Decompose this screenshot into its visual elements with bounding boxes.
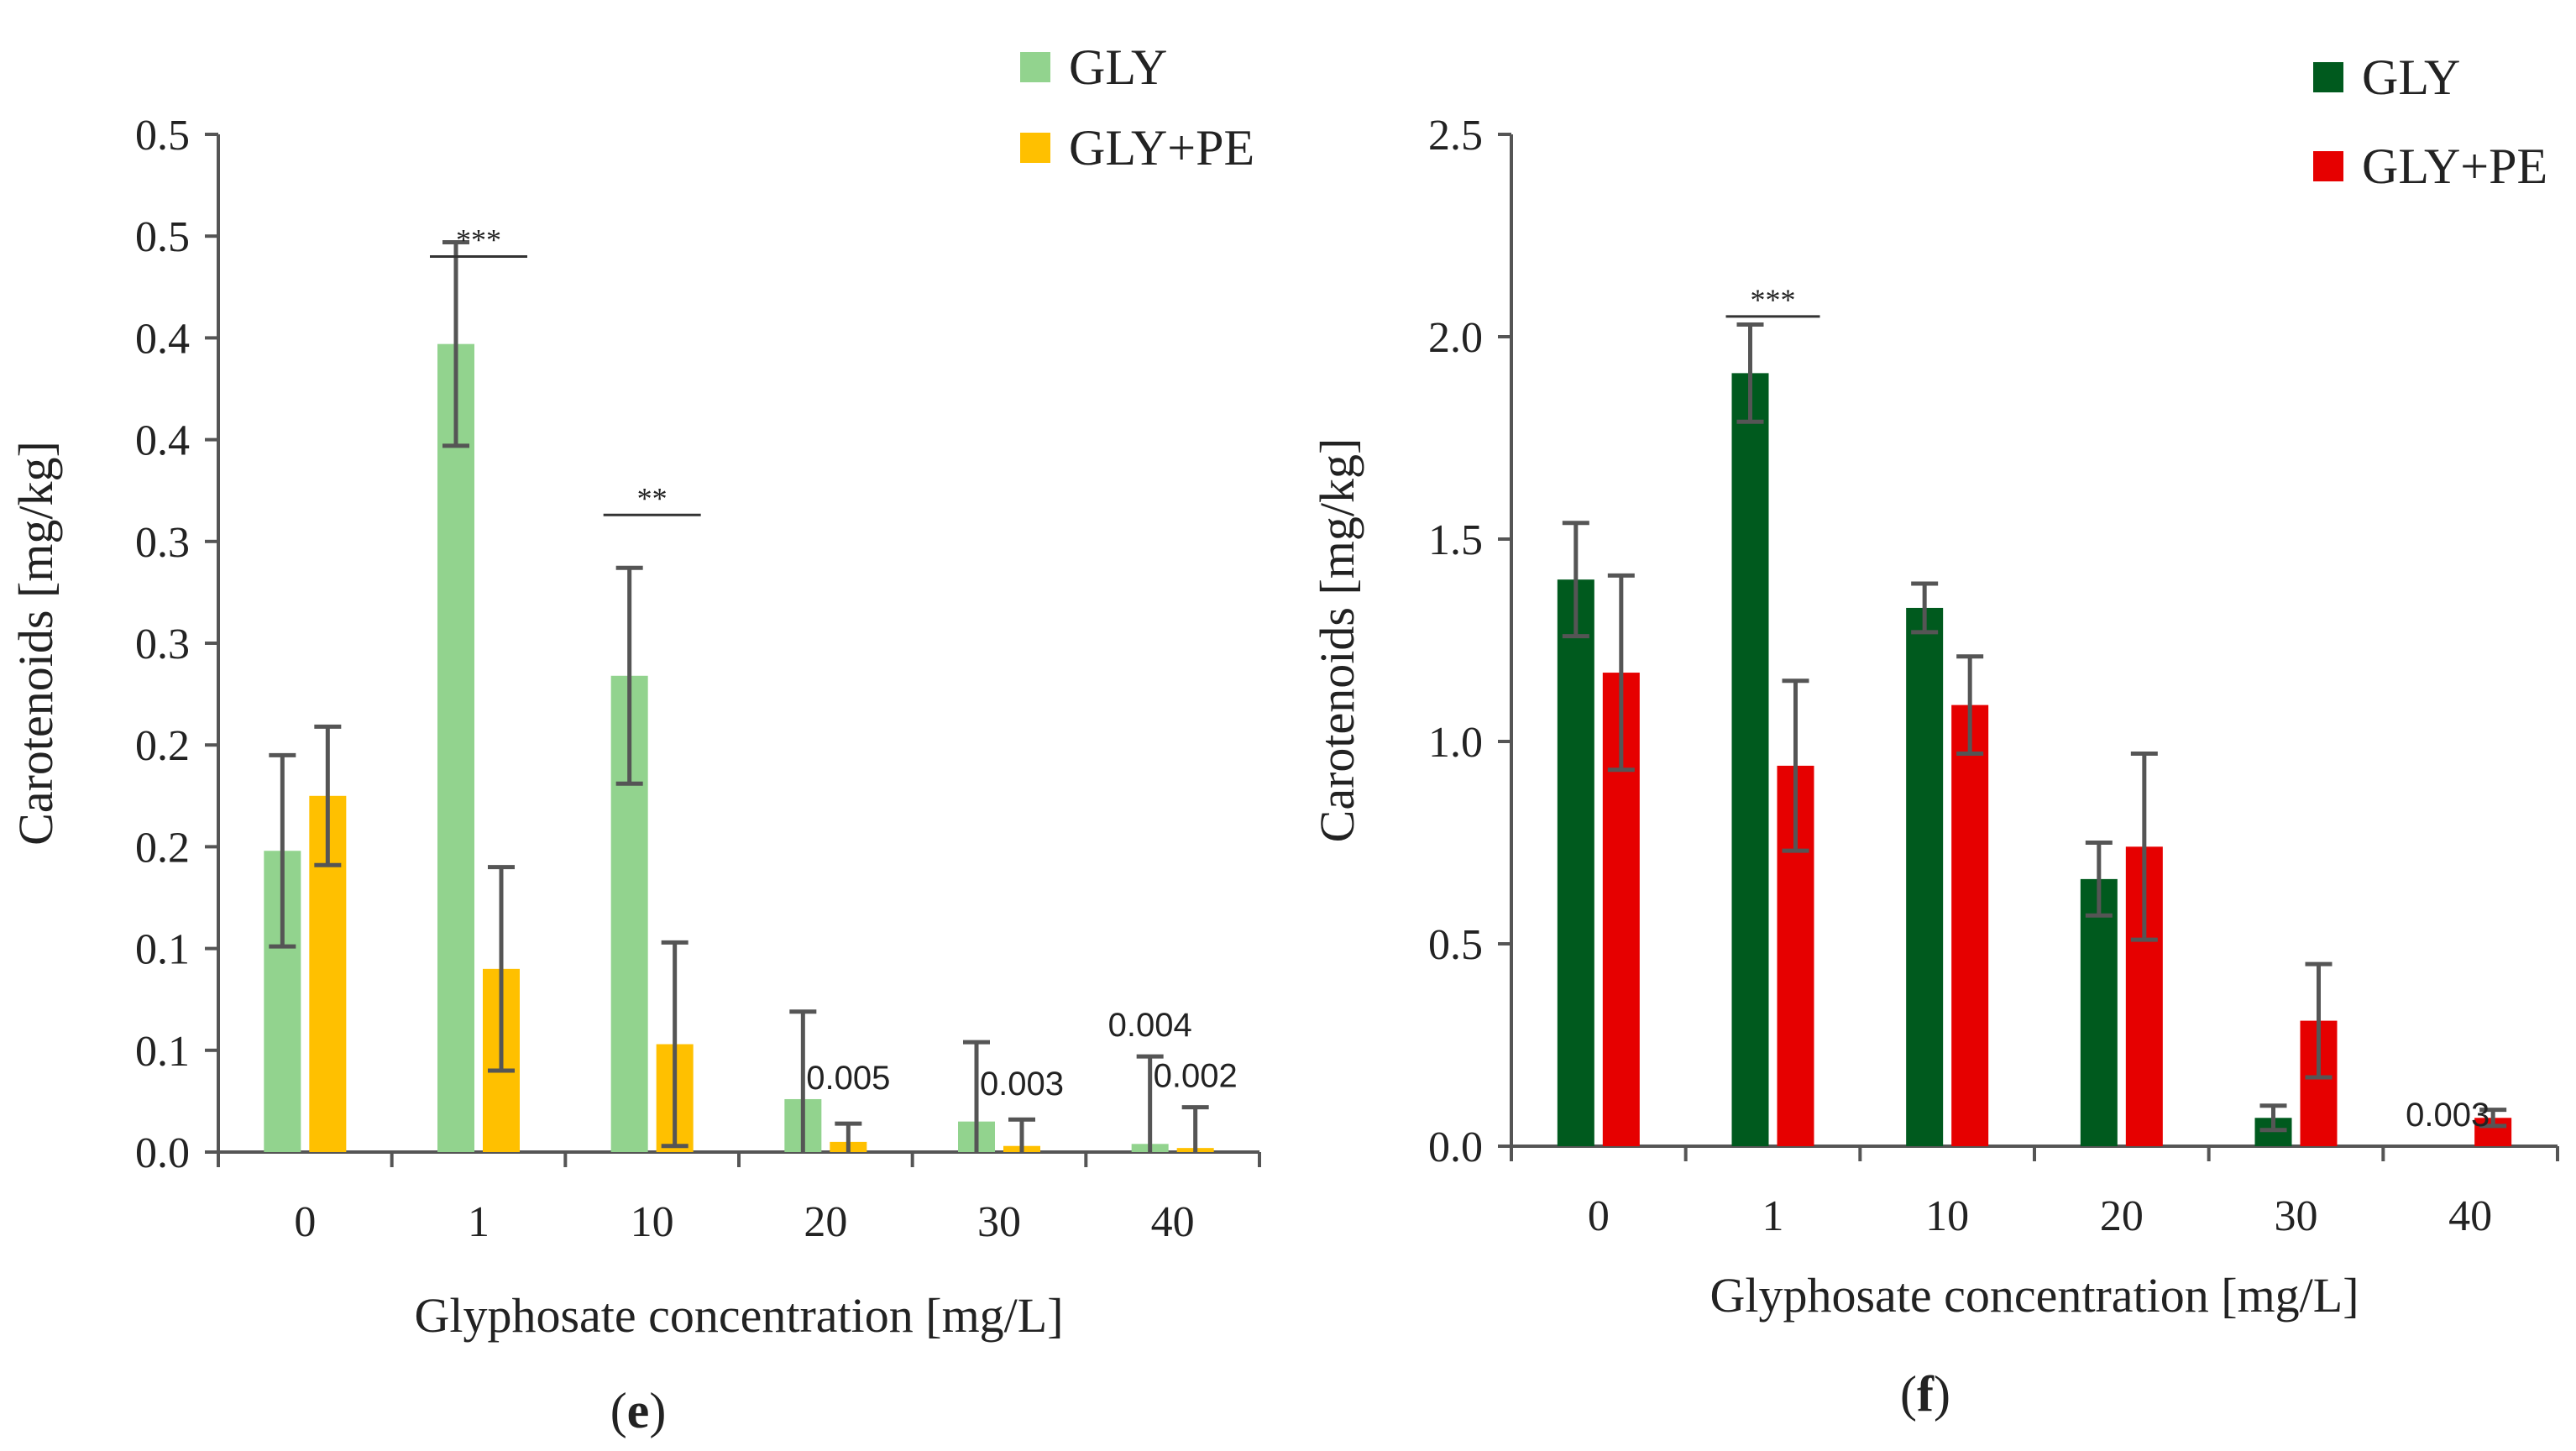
x-tick-label: 10 — [1925, 1192, 1969, 1240]
y-tick-label: 0.0 — [1428, 1124, 1483, 1171]
bar — [1951, 705, 1989, 1146]
value-label: 0.003 — [2406, 1097, 2490, 1134]
chart-panel-e: 0.0 0.1 0.1 0.2 0.2 0.3 0.3 0.4 0.4 0.5 0.5 0 1 10 20 3… — [8, 39, 1261, 1438]
value-label: 0.004 — [1108, 1007, 1192, 1044]
legend-swatch — [1020, 133, 1050, 163]
x-tick-label: 20 — [2100, 1192, 2144, 1240]
value-label: 0.005 — [806, 1060, 890, 1097]
x-tick-label: 20 — [804, 1198, 847, 1246]
y-tick-label: 0.1 — [135, 1028, 190, 1076]
chart-panel-f: 0.0 0.5 1.0 1.5 2.0 2.5 0 1 10 20 30 40 *** 0.003 Caro… — [1310, 50, 2559, 1422]
y-tick-label: 1.0 — [1428, 719, 1483, 767]
x-tick-label: 1 — [468, 1198, 490, 1246]
legend-label: GLY+PE — [1069, 120, 1254, 175]
y-tick-label: 0.4 — [135, 417, 190, 465]
y-tick-label: 0.0 — [135, 1129, 190, 1177]
legend-swatch — [2313, 151, 2343, 181]
y-axis-title: Carotenoids [mg/kg] — [8, 441, 63, 846]
significance-label: *** — [456, 223, 501, 256]
legend-swatch — [1020, 52, 1050, 82]
legend-label: GLY — [2362, 50, 2460, 105]
value-label: 0.003 — [980, 1066, 1064, 1103]
y-tick-label: 0.2 — [135, 824, 190, 872]
x-axis-title: Glyphosate concentration [mg/L] — [414, 1288, 1063, 1343]
x-tick-label: 30 — [2275, 1192, 2318, 1240]
x-tick-label: 30 — [977, 1198, 1021, 1246]
y-tick-label: 0.3 — [135, 621, 190, 668]
x-tick-label: 0 — [294, 1198, 316, 1246]
y-tick-label: 0.5 — [135, 213, 190, 261]
x-tick-label: 10 — [631, 1198, 674, 1246]
y-tick-label: 0.4 — [135, 315, 190, 363]
legend-label: GLY — [1069, 39, 1167, 95]
x-tick-label: 0 — [1588, 1192, 1610, 1240]
bar — [2080, 878, 2118, 1146]
y-tick-label: 2.0 — [1428, 314, 1483, 362]
panel-label: (f) — [1900, 1366, 1950, 1422]
bar — [1906, 607, 1944, 1146]
y-axis-title: Carotenoids [mg/kg] — [1310, 438, 1364, 843]
legend-label: GLY+PE — [2362, 139, 2547, 194]
value-label: 0.002 — [1154, 1057, 1238, 1094]
y-tick-label: 2.5 — [1428, 112, 1483, 160]
y-tick-label: 0.5 — [1428, 921, 1483, 969]
bar — [437, 343, 474, 1152]
y-tick-label: 0.3 — [135, 519, 190, 567]
y-tick-label: 0.1 — [135, 926, 190, 974]
x-tick-label: 1 — [1762, 1192, 1784, 1240]
x-axis-title: Glyphosate concentration [mg/L] — [1709, 1268, 2359, 1323]
bar — [1731, 373, 1769, 1146]
significance-label: *** — [1751, 283, 1796, 317]
x-tick-label: 40 — [1151, 1198, 1195, 1246]
panel-label: (e) — [610, 1383, 667, 1438]
x-tick-label: 40 — [2448, 1192, 2492, 1240]
y-tick-label: 0.5 — [135, 112, 190, 160]
y-tick-label: 1.5 — [1428, 516, 1483, 564]
legend-swatch — [2313, 62, 2343, 92]
significance-label: ** — [637, 481, 668, 515]
y-tick-label: 0.2 — [135, 722, 190, 770]
bar — [1557, 579, 1594, 1146]
